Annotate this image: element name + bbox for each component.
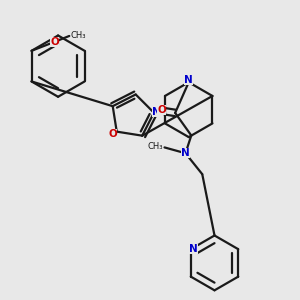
Text: O: O [109, 129, 117, 139]
Text: N: N [189, 244, 198, 254]
Text: N: N [181, 148, 190, 158]
Text: O: O [50, 37, 59, 47]
Text: N: N [152, 107, 161, 117]
Text: CH₃: CH₃ [71, 32, 86, 40]
Text: O: O [157, 105, 166, 115]
Text: CH₃: CH₃ [147, 142, 163, 151]
Text: N: N [184, 75, 193, 85]
